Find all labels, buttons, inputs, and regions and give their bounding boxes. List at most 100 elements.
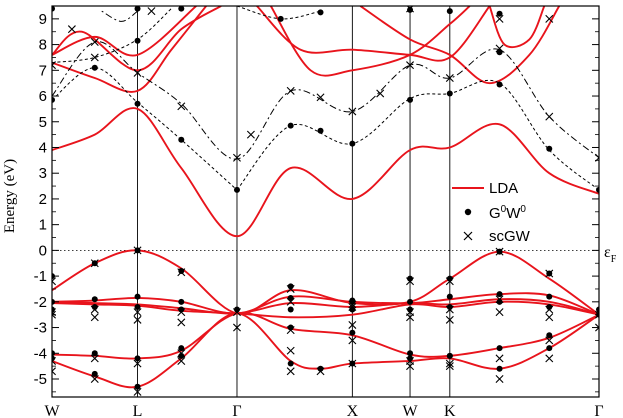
scgw-point [348, 336, 357, 345]
scgw-point [545, 336, 554, 345]
scgw-point [495, 44, 504, 53]
scgw-point [133, 387, 142, 396]
lda-band-line [52, 107, 599, 238]
g0w0-point [91, 296, 98, 303]
g0w0-point [277, 15, 284, 22]
lda-band-line [269, 6, 471, 77]
g0w0-point [134, 6, 141, 12]
scgw-point [595, 310, 599, 319]
g0w0-point [496, 81, 503, 88]
scgw-point [406, 356, 415, 365]
g0w0-point [287, 294, 294, 301]
g0w0-point [178, 345, 185, 352]
scgw-point [545, 14, 554, 23]
scgw-point [495, 247, 504, 256]
scgw-point [545, 354, 554, 363]
g0w0-point [317, 127, 324, 134]
g0w0-point [546, 293, 553, 300]
scgw-point [90, 375, 99, 383]
y-tick-label: 2 [39, 191, 47, 208]
g0w0-point [134, 100, 141, 107]
g0w0-point [349, 329, 356, 336]
legend-g0w0-sup2: 0 [520, 204, 526, 215]
lda-band-line [52, 300, 599, 319]
g0w0-point [287, 122, 294, 129]
scgw-point [545, 305, 554, 314]
lda-band-line [256, 6, 491, 62]
g0w0-point [446, 293, 453, 300]
lda-band-line [52, 311, 599, 360]
g0w0-point [134, 355, 141, 362]
y-tick-label: -5 [34, 371, 47, 388]
scgw-point [286, 367, 295, 376]
scgw-point [177, 349, 186, 358]
scgw-point [147, 7, 156, 16]
g0w0-point [407, 6, 414, 13]
scgw-point [445, 277, 454, 286]
legend-g0w0-sup1: 0 [501, 204, 507, 215]
g0w0-band-line [236, 79, 599, 191]
y-tick-label: 1 [39, 217, 47, 234]
g0w0-point [134, 303, 141, 310]
lda-band-line [52, 6, 222, 72]
scgw-point [177, 308, 186, 317]
scgw-point [595, 323, 599, 332]
g0w0-point [91, 64, 98, 71]
scgw-point [133, 359, 142, 368]
scgw-point [348, 107, 357, 116]
g0w0-point [134, 293, 141, 300]
scgw-point [286, 297, 295, 306]
kpoint-label: K [444, 403, 456, 418]
g0w0-point [496, 365, 503, 372]
lda-band-line [488, 6, 546, 49]
scgw-point [495, 375, 504, 383]
scgw-point [445, 359, 454, 368]
lda-band-line [52, 292, 599, 316]
scgw-point [232, 153, 241, 162]
fermi-subscript: F [611, 254, 617, 265]
scgw-point [90, 313, 99, 322]
kpoint-label: W [402, 403, 418, 418]
legend-g0w0-g: G [489, 205, 501, 222]
scgw-point [286, 326, 295, 335]
scgw-point [52, 310, 56, 319]
lda-band-line [52, 312, 599, 389]
scgw-point [445, 305, 454, 314]
kpoint-label: W [44, 403, 60, 418]
scgw-point [348, 320, 357, 329]
scgw-point [316, 93, 325, 102]
scgw-point [545, 313, 554, 322]
plot-frame [51, 5, 600, 398]
g0w0-point [596, 306, 599, 313]
g0w0-point [596, 186, 599, 193]
g0w0-point [546, 345, 553, 352]
g0w0-point [178, 136, 185, 143]
scgw-point [406, 313, 415, 322]
scgw-point [286, 346, 295, 355]
scgw-point [445, 315, 454, 324]
g0w0-point [287, 306, 294, 313]
g0w0-point [446, 8, 453, 15]
y-tick-label: 4 [39, 139, 47, 156]
scgw-point [348, 302, 357, 311]
g0w0-point [349, 140, 356, 147]
scgw-point [90, 354, 99, 363]
g0w0-point [91, 370, 98, 377]
fermi-level-label: εF [604, 244, 617, 265]
g0w0-point [407, 298, 414, 305]
scgw-point [67, 25, 76, 34]
scgw-point [445, 74, 454, 83]
y-tick-label: -3 [34, 320, 47, 337]
legend-g0w0-swatch [464, 208, 472, 216]
g0w0-point [91, 350, 98, 357]
scgw-point [495, 295, 504, 304]
g0w0-point [52, 6, 55, 12]
g0w0-point [546, 332, 553, 339]
scgw-point [545, 112, 554, 121]
y-tick-label: 8 [39, 37, 47, 54]
g0w0-point [134, 383, 141, 390]
g0w0-point [178, 267, 185, 274]
y-tick-label: 5 [39, 114, 47, 131]
g0w0-point [446, 90, 453, 97]
